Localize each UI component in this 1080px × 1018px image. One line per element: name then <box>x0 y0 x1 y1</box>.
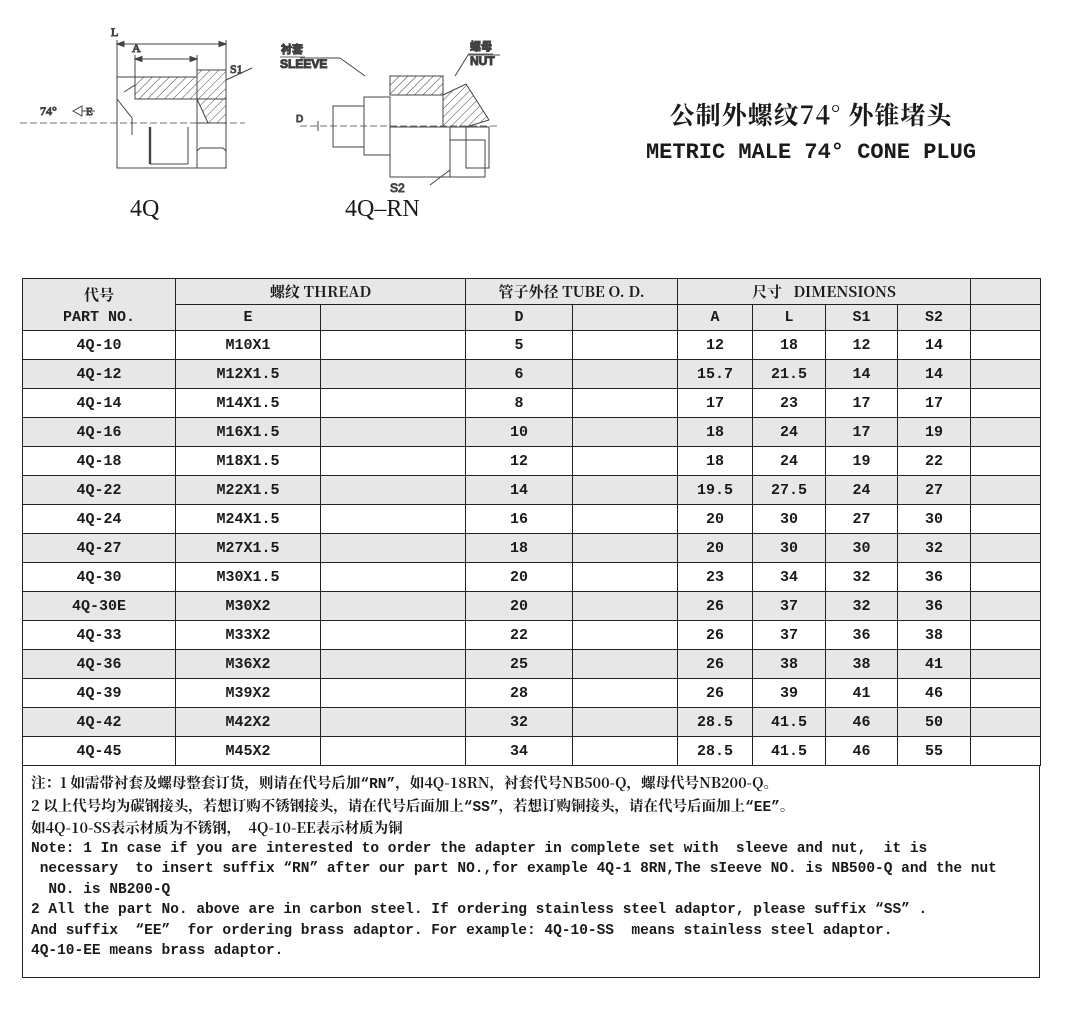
svg-text:74°: 74° <box>40 104 57 118</box>
svg-text:A: A <box>132 41 141 55</box>
svg-text:S1: S1 <box>230 62 243 76</box>
svg-text:L: L <box>111 25 118 39</box>
svg-text:E: E <box>86 106 93 118</box>
